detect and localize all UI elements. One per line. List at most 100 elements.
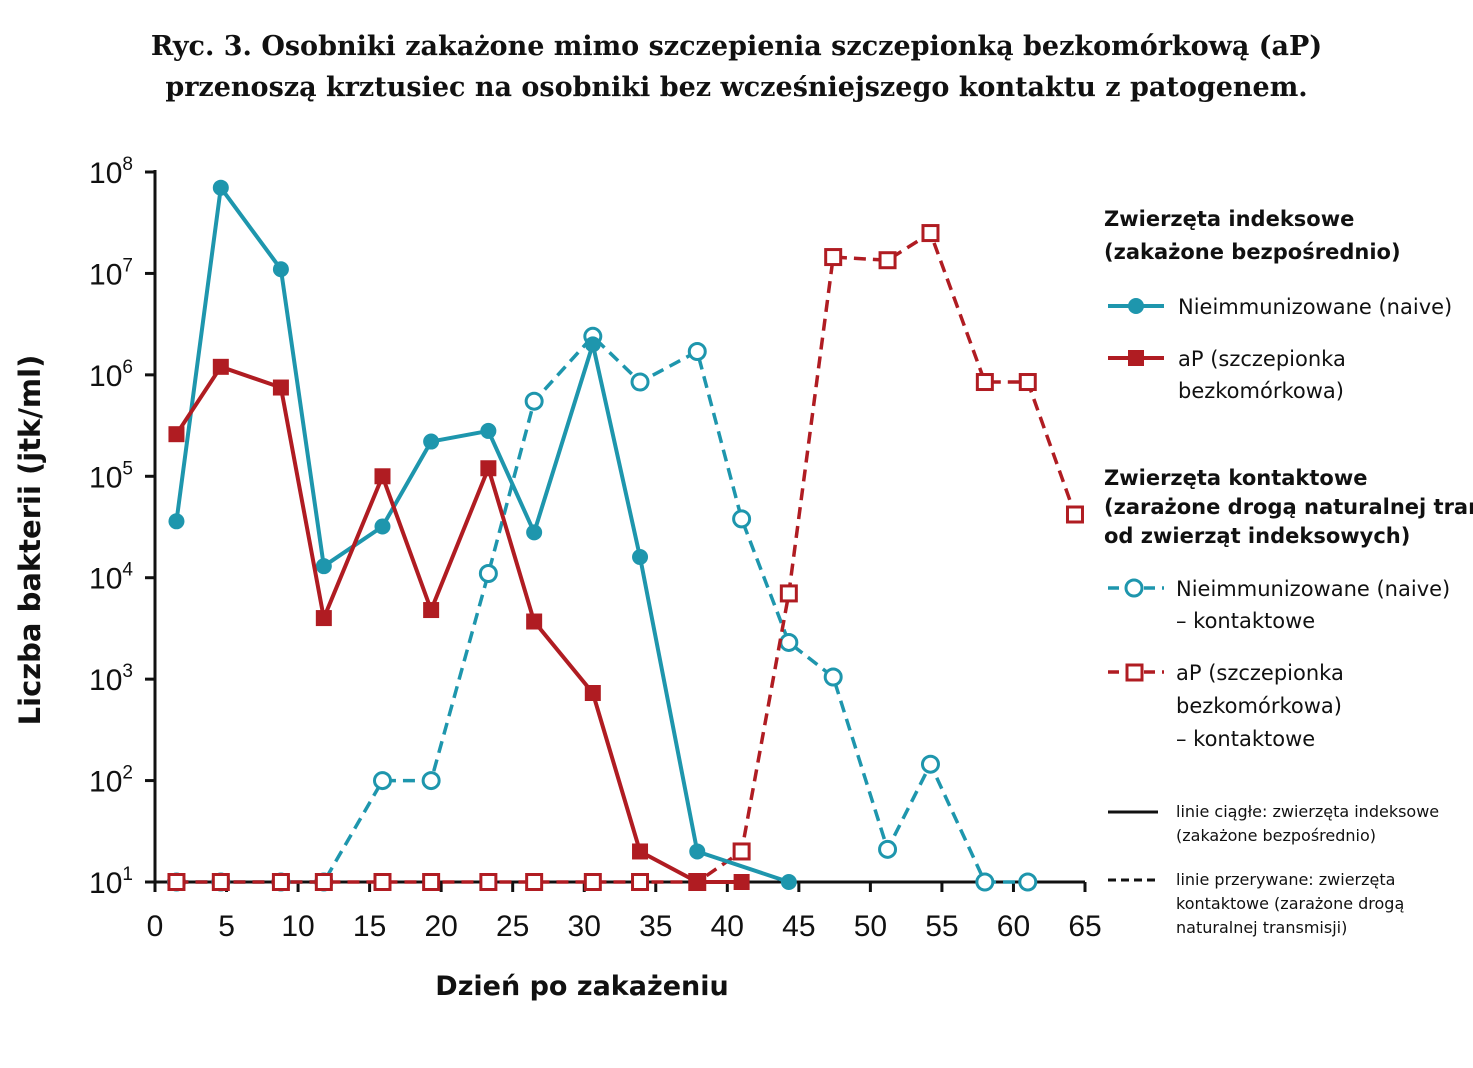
y-tick-label: 102 xyxy=(89,763,133,799)
x-tick-label: 20 xyxy=(424,910,457,943)
data-point xyxy=(1018,872,1038,892)
data-point xyxy=(689,843,706,860)
y-tick-label: 103 xyxy=(89,661,133,697)
chart-axes: 0 5 10 15 20 25 30 35 40 45 50 55 60 65 101 102 103 104 10… xyxy=(89,154,1102,943)
data-point xyxy=(1065,505,1084,524)
data-point xyxy=(584,685,601,702)
legend-key-index-ap xyxy=(1108,350,1164,366)
x-tick-label: 35 xyxy=(639,910,672,943)
legend-solid-note-1: linie ciągłe: zwierzęta indeksowe xyxy=(1176,802,1439,821)
data-point xyxy=(212,358,229,375)
data-point xyxy=(374,468,391,485)
data-point xyxy=(583,873,602,891)
data-point xyxy=(421,771,441,791)
data-point xyxy=(168,513,185,530)
legend-index-heading-2: (zakażone bezpośrednio) xyxy=(1104,240,1401,264)
data-point xyxy=(975,872,995,892)
legend-contact-heading-1: Zwierzęta kontaktowe xyxy=(1104,466,1367,490)
data-point xyxy=(630,372,650,392)
x-tick-label: 45 xyxy=(782,910,815,943)
legend-key-contact-naive xyxy=(1108,578,1164,598)
y-tick-label: 107 xyxy=(89,255,133,291)
data-point xyxy=(1018,373,1037,392)
data-point xyxy=(631,873,650,891)
data-point xyxy=(211,873,230,891)
legend-key-index-naive xyxy=(1108,298,1164,314)
legend-label-index-ap-2: bezkomórkowa) xyxy=(1178,379,1344,403)
data-point xyxy=(732,509,752,529)
legend-contact-heading-3: od zwierząt indeksowych) xyxy=(1104,524,1410,548)
x-tick-label: 60 xyxy=(997,910,1030,943)
figure-title: Ryc. 3. Osobniki zakażone mimo szczepien… xyxy=(0,26,1473,108)
legend-index-heading-1: Zwierzęta indeksowe xyxy=(1104,207,1354,231)
data-point xyxy=(524,391,544,411)
x-tick-label: 0 xyxy=(147,910,164,943)
data-point xyxy=(314,873,333,891)
data-point xyxy=(423,602,440,619)
legend-key-contact-ap xyxy=(1108,663,1164,682)
data-point xyxy=(687,341,707,361)
data-point xyxy=(779,632,799,652)
data-point xyxy=(479,873,498,891)
data-point xyxy=(632,843,649,860)
data-point xyxy=(733,874,750,890)
data-point xyxy=(584,336,601,353)
data-point xyxy=(526,524,543,541)
y-tick-label: 108 xyxy=(89,154,133,190)
data-point xyxy=(271,873,290,891)
series-1 xyxy=(168,179,797,890)
legend-label-contact-naive-2: – kontaktowe xyxy=(1176,609,1315,633)
y-tick-label: 105 xyxy=(89,458,133,494)
data-point xyxy=(212,179,229,196)
data-point xyxy=(272,379,289,396)
legend-dashed-note-1: linie przerywane: zwierzęta xyxy=(1176,870,1395,889)
legend-solid-note-2: (zakażone bezpośrednio) xyxy=(1176,826,1376,845)
y-axis-title: Liczba bakterii (jtk/ml) xyxy=(13,355,47,726)
data-point xyxy=(373,873,392,891)
x-tick-label: 55 xyxy=(925,910,958,943)
legend-dashed-note-3: naturalnej transmisji) xyxy=(1176,918,1347,937)
legend-contact-heading-2: (zarażone drogą naturalnej transmisji xyxy=(1104,495,1473,519)
x-tick-label: 50 xyxy=(854,910,887,943)
x-tick-label: 30 xyxy=(568,910,601,943)
y-tick-label: 104 xyxy=(89,560,133,596)
data-point xyxy=(975,373,994,392)
data-point xyxy=(779,584,798,603)
data-point xyxy=(168,426,185,443)
figure-title-line-2: przenoszą krztusiec na osobniki bez wcze… xyxy=(165,72,1308,103)
data-point xyxy=(689,874,706,890)
series-line xyxy=(174,364,742,884)
x-axis-title: Dzień po zakażeniu xyxy=(435,971,728,1002)
data-point xyxy=(315,610,332,627)
plot-area xyxy=(166,179,1084,892)
data-point xyxy=(315,558,332,575)
data-point xyxy=(374,518,391,535)
series-line xyxy=(174,185,790,884)
series-2 xyxy=(168,358,750,890)
legend: Zwierzęta indeksowe (zakażone bezpośredn… xyxy=(1104,207,1473,937)
data-point xyxy=(372,771,392,791)
legend-dashed-note-2: kontaktowe (zarażone drogą xyxy=(1176,894,1404,913)
legend-label-index-naive: Nieimmunizowane (naive) xyxy=(1178,295,1452,319)
data-point xyxy=(422,873,441,891)
data-point xyxy=(780,874,797,890)
legend-label-contact-ap-2: bezkomórkowa) xyxy=(1176,694,1342,718)
data-point xyxy=(878,251,897,270)
data-point xyxy=(921,224,940,243)
x-tick-label: 5 xyxy=(218,910,235,943)
data-point xyxy=(920,754,940,774)
data-point xyxy=(878,839,898,859)
data-point xyxy=(525,873,544,891)
x-tick-label: 10 xyxy=(281,910,314,943)
data-point xyxy=(632,549,649,566)
x-tick-label: 15 xyxy=(353,910,386,943)
x-tick-label: 40 xyxy=(711,910,744,943)
data-point xyxy=(824,248,843,267)
data-point xyxy=(732,842,751,861)
data-point xyxy=(480,422,497,439)
data-point xyxy=(526,613,543,630)
series-3 xyxy=(166,326,1038,892)
data-point xyxy=(478,564,498,584)
series-4 xyxy=(167,224,1084,891)
